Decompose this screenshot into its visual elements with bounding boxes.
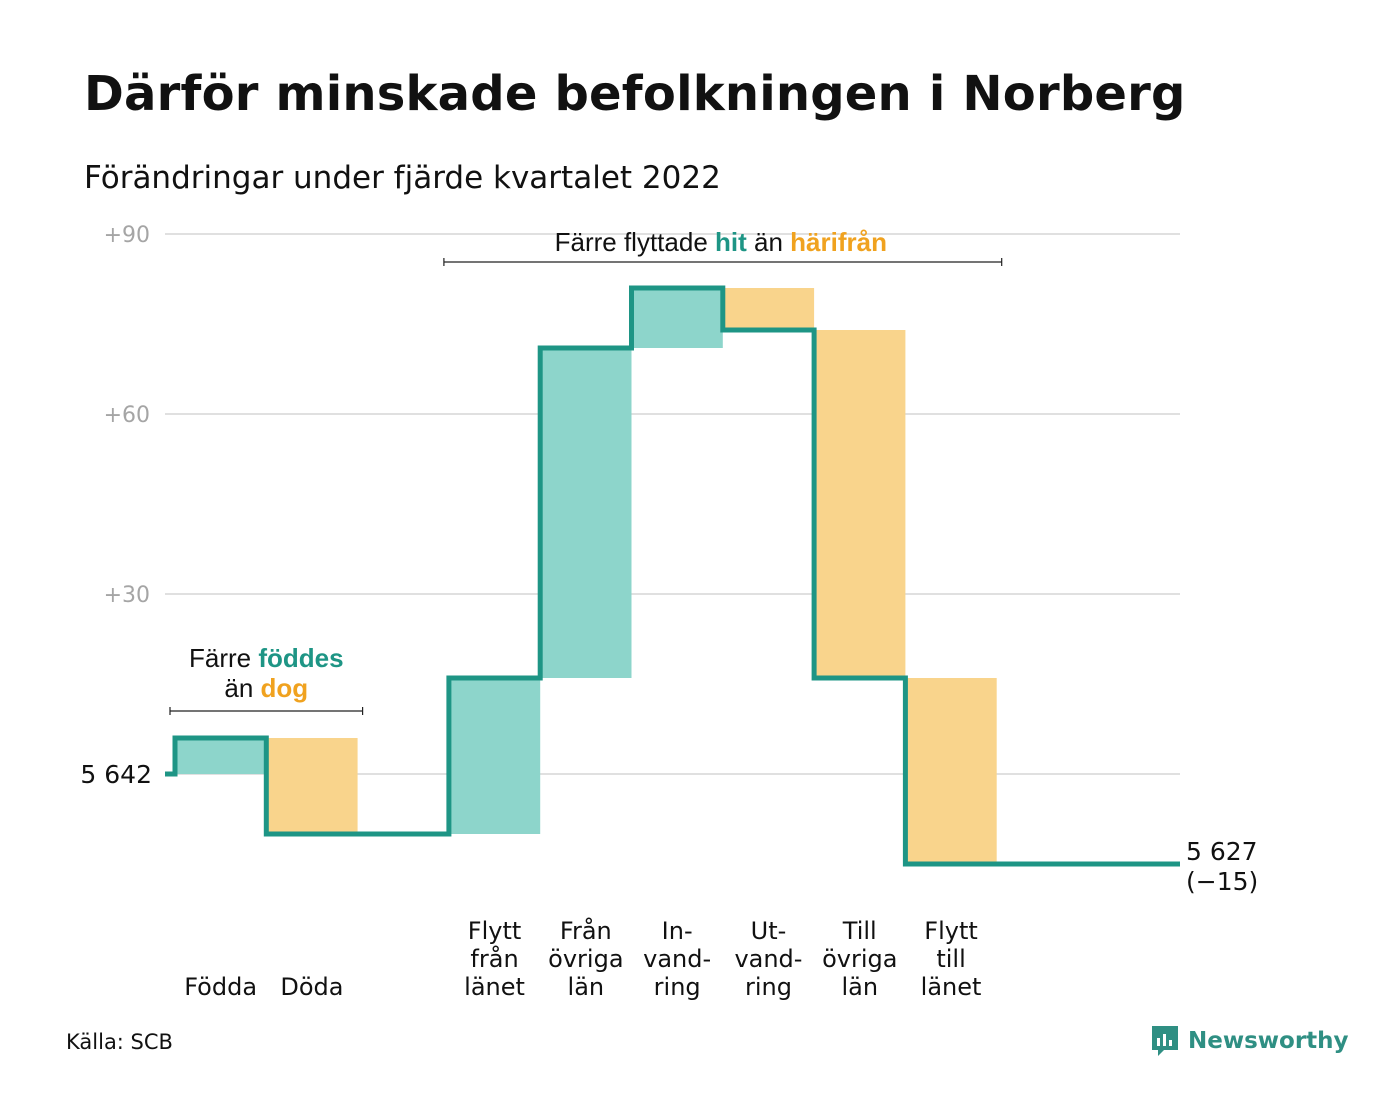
outflow-bar bbox=[266, 738, 358, 834]
category-label: övriga bbox=[822, 945, 897, 973]
category-label: ring bbox=[654, 973, 701, 1001]
cumulative-step-line bbox=[165, 285, 1180, 867]
source-note: Källa: SCB bbox=[66, 1030, 173, 1054]
category-label: län bbox=[568, 973, 605, 1001]
inflow-bar bbox=[631, 288, 723, 348]
category-label: Ut- bbox=[751, 917, 787, 945]
outflow-bar bbox=[722, 288, 815, 330]
annotation-births-line2: än dog bbox=[224, 673, 308, 703]
category-label: övriga bbox=[548, 945, 623, 973]
annotation-moves-line: Färre flyttade hit än härifrån bbox=[555, 227, 887, 257]
y-tick-label: +30 bbox=[104, 583, 150, 608]
category-label: länet bbox=[464, 973, 525, 1001]
category-label: Från bbox=[560, 916, 612, 945]
category-label: till bbox=[936, 945, 965, 973]
annotation-births-line1: Färre föddes bbox=[189, 643, 344, 673]
category-label: från bbox=[470, 944, 518, 973]
inflow-bar bbox=[175, 738, 267, 774]
category-label: Flytt bbox=[924, 917, 978, 945]
outflow-bar bbox=[814, 330, 906, 678]
y-tick-label: +90 bbox=[104, 223, 150, 248]
start-value-label: 5 642 bbox=[80, 760, 152, 789]
inflow-bar bbox=[540, 348, 632, 678]
y-tick-label: +60 bbox=[104, 403, 150, 428]
category-label: vand- bbox=[643, 945, 711, 973]
brand-name: Newsworthy bbox=[1188, 1028, 1349, 1054]
category-label: Födda bbox=[184, 973, 257, 1001]
newsworthy-logo: Newsworthy bbox=[1150, 1024, 1349, 1058]
inflow-bar bbox=[448, 678, 541, 834]
newsworthy-logo-icon bbox=[1152, 1026, 1178, 1056]
category-label: länet bbox=[921, 973, 982, 1001]
category-label: vand- bbox=[734, 945, 802, 973]
category-label: län bbox=[841, 973, 878, 1001]
chart-subtitle: Förändringar under fjärde kvartalet 2022 bbox=[84, 160, 721, 196]
end-change-label: (−15) bbox=[1186, 867, 1258, 896]
outflow-bar bbox=[905, 678, 997, 864]
category-label: Flytt bbox=[468, 917, 522, 945]
category-label: ring bbox=[745, 973, 792, 1001]
chart-title: Därför minskade befolkningen i Norberg bbox=[84, 66, 1186, 122]
end-value-label: 5 627 bbox=[1186, 837, 1258, 866]
category-label: In- bbox=[662, 917, 693, 945]
category-label: Döda bbox=[280, 973, 343, 1001]
category-label: Till bbox=[842, 917, 877, 945]
